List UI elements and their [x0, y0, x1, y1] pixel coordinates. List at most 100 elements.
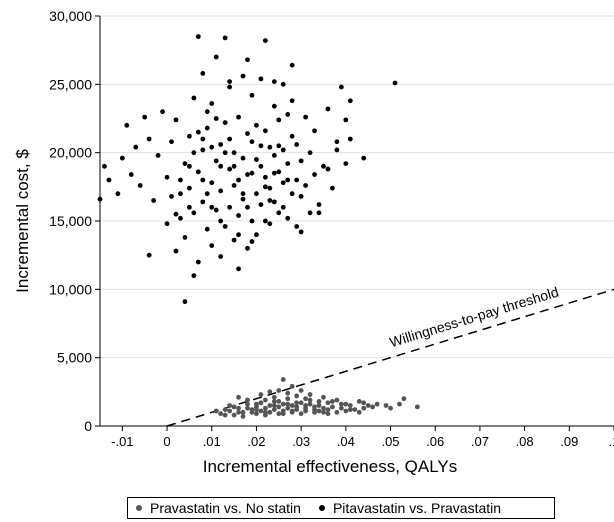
data-point — [258, 163, 264, 169]
data-point — [173, 248, 179, 254]
threshold-line — [166, 288, 614, 427]
data-point — [227, 136, 233, 142]
data-point — [200, 147, 206, 153]
data-point — [325, 407, 331, 412]
data-point — [240, 191, 246, 197]
y-tick-label: 30,000 — [49, 8, 92, 24]
data-point — [146, 136, 152, 142]
data-point — [307, 150, 313, 156]
data-point — [236, 213, 241, 218]
data-point — [271, 407, 277, 412]
data-point — [347, 98, 353, 104]
data-point — [164, 174, 170, 180]
data-point — [106, 177, 112, 183]
data-point — [321, 394, 326, 400]
data-point — [209, 243, 215, 249]
x-tick-label: .08 — [516, 434, 534, 449]
data-point — [271, 399, 277, 404]
data-point — [262, 38, 268, 43]
data-point — [289, 383, 295, 389]
data-point — [236, 394, 241, 400]
y-tick-label: 0 — [84, 418, 92, 434]
data-point — [294, 224, 300, 229]
data-point — [218, 254, 224, 259]
data-point — [294, 404, 300, 410]
data-point — [289, 133, 295, 139]
data-point — [222, 150, 228, 156]
data-point — [298, 388, 304, 393]
data-point — [338, 405, 344, 411]
data-point — [285, 390, 291, 396]
y-tick-label: 5,000 — [57, 350, 92, 366]
data-point — [218, 142, 224, 147]
data-point — [249, 139, 255, 145]
data-point — [218, 188, 224, 194]
data-point — [115, 191, 121, 197]
data-point — [298, 411, 304, 417]
data-point — [271, 170, 277, 176]
data-point — [245, 245, 250, 251]
data-point — [276, 399, 282, 404]
data-point — [254, 411, 259, 417]
data-point — [276, 143, 282, 149]
data-point — [267, 144, 273, 150]
y-tick-label: 10,000 — [49, 281, 92, 297]
data-point — [289, 191, 295, 197]
data-point — [356, 409, 362, 415]
data-point — [182, 161, 188, 167]
data-point — [245, 401, 250, 407]
data-point — [289, 98, 295, 104]
data-point — [200, 177, 206, 183]
data-point — [240, 196, 246, 202]
data-point — [347, 136, 353, 142]
data-point — [325, 400, 331, 406]
legend: Pravastatin vs. No statin Pitavastatin v… — [127, 497, 555, 519]
data-point — [280, 411, 286, 417]
data-point — [298, 400, 304, 406]
data-point — [249, 92, 255, 98]
data-point — [334, 409, 340, 415]
data-point — [267, 409, 273, 415]
data-point — [142, 114, 148, 120]
data-point — [276, 117, 282, 123]
data-point — [151, 198, 157, 203]
data-point — [414, 404, 420, 410]
data-point — [213, 408, 219, 414]
data-point — [356, 399, 362, 404]
data-point — [294, 393, 300, 399]
data-point — [102, 163, 107, 169]
data-point — [280, 147, 286, 153]
data-point — [160, 109, 165, 115]
data-point — [258, 392, 264, 397]
data-point — [236, 405, 241, 411]
x-tick-label: .1 — [609, 434, 614, 449]
data-point — [289, 62, 295, 68]
data-point — [254, 407, 259, 412]
data-point — [370, 404, 376, 410]
data-point — [236, 409, 241, 415]
data-point — [316, 408, 322, 414]
data-point — [209, 101, 215, 106]
threshold-label: Willingness-to-pay threshold — [388, 284, 561, 351]
data-point — [330, 404, 335, 410]
data-point — [303, 396, 308, 402]
data-point — [249, 170, 255, 176]
data-point — [267, 185, 273, 191]
data-point — [128, 172, 134, 177]
data-points — [97, 34, 420, 419]
data-point — [200, 199, 206, 205]
data-point — [334, 147, 340, 153]
data-point — [361, 400, 367, 406]
data-point — [280, 377, 286, 382]
data-point — [307, 210, 313, 216]
data-point — [262, 397, 268, 403]
data-point — [307, 401, 313, 407]
data-point — [280, 81, 286, 87]
legend-marker-pitavastatin — [318, 505, 325, 511]
data-point — [200, 71, 206, 76]
x-tick-label: .07 — [471, 434, 489, 449]
data-point — [204, 109, 210, 115]
data-point — [267, 389, 273, 395]
data-point — [209, 144, 215, 150]
data-point — [186, 185, 192, 191]
